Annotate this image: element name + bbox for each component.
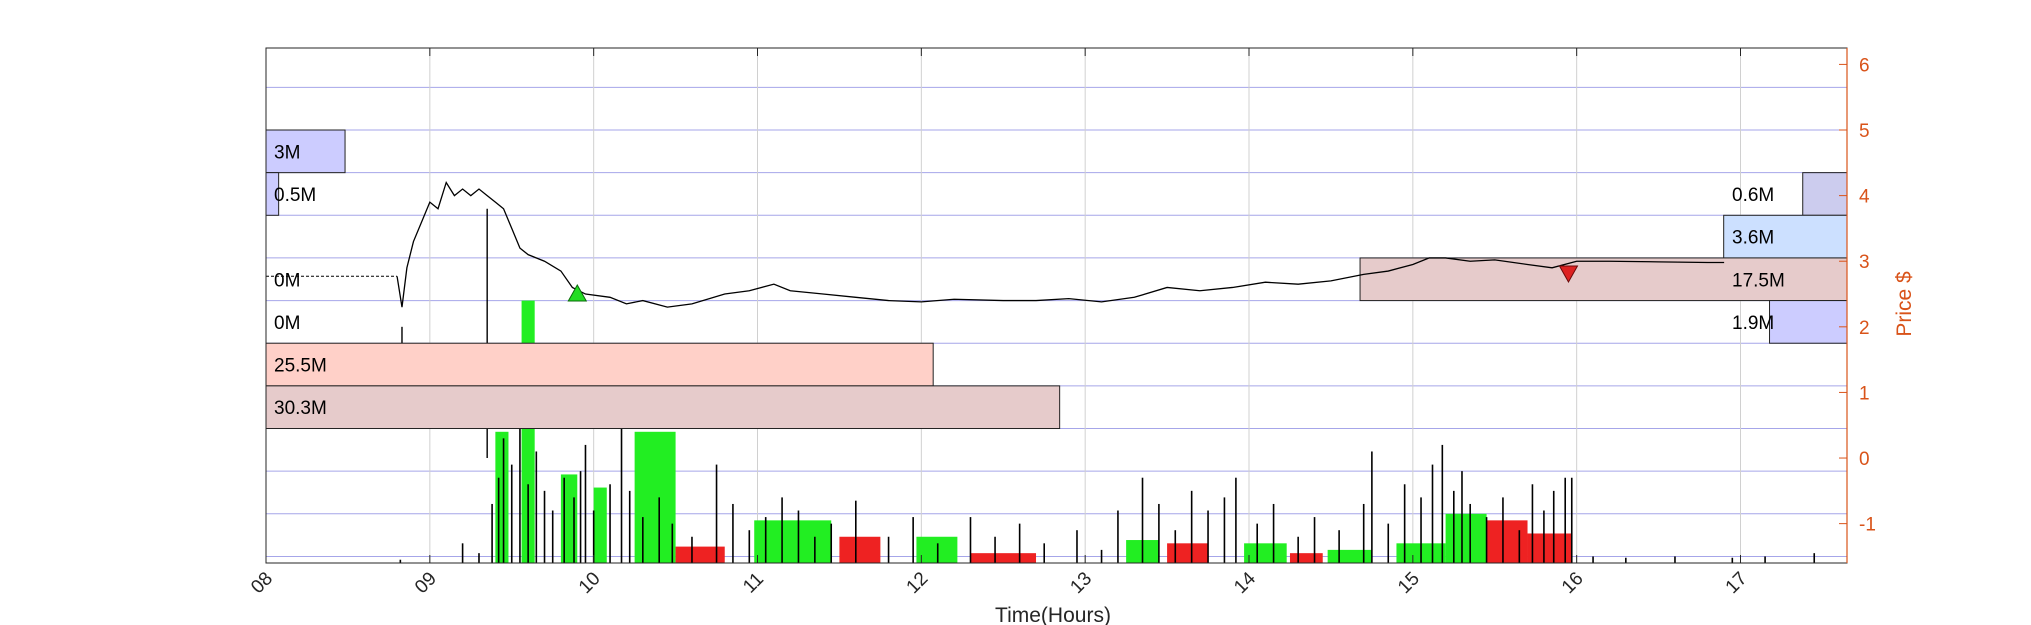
volume-block <box>593 487 607 563</box>
volume-profile-label: 3M <box>274 142 300 163</box>
volume-block <box>839 536 881 563</box>
price-series <box>266 180 1725 308</box>
volume-profile-label: 17.5M <box>1732 270 1785 291</box>
volume-profile-label: 3.6M <box>1732 228 1774 249</box>
x-tick-label: 15 <box>1394 568 1424 598</box>
sell-signal-marker <box>1558 265 1579 284</box>
y-tick-label: 0 <box>1859 449 1870 470</box>
price-line <box>396 180 1725 308</box>
volume-profile-bar <box>265 385 1061 430</box>
volume-profile: 3M 0.5M 0M 0M 25.5M 30.3M 0.6M 3.6M 17.5M 1.9M <box>265 129 1848 430</box>
volume-block <box>1527 533 1572 563</box>
volume-block <box>560 474 578 563</box>
x-tick-label: 09 <box>411 568 441 598</box>
volume-block <box>1167 543 1209 563</box>
x-tick-label: 08 <box>247 568 277 598</box>
volume-profile-label: 25.5M <box>274 356 327 377</box>
volume-profile-label: 0.5M <box>274 185 316 206</box>
y-tick-label: 1 <box>1859 383 1870 404</box>
volume-profile-label: 1.9M <box>1732 313 1774 334</box>
volume-profile-bar <box>1769 300 1848 344</box>
volume-blocks <box>495 300 1572 563</box>
volume-block <box>1445 513 1487 563</box>
y-tick-label: 4 <box>1859 187 1870 208</box>
volume-block <box>754 520 832 563</box>
y-tick-label: 5 <box>1859 121 1870 142</box>
volume-profile-bar <box>1723 214 1848 259</box>
volume-profile-bar <box>265 129 346 174</box>
x-tick-label: 17 <box>1722 568 1752 598</box>
x-tick-label: 13 <box>1066 568 1096 598</box>
volume-profile-label: 30.3M <box>274 398 327 419</box>
volume-profile-label: 0.6M <box>1732 185 1774 206</box>
x-tick-label: 16 <box>1558 568 1588 598</box>
x-tick-label: 11 <box>739 569 768 598</box>
x-tick-label: 14 <box>1230 568 1260 598</box>
buy-signal-marker <box>567 283 588 302</box>
volume-profile-bar <box>265 342 934 387</box>
volume-profile-label: 0M <box>274 313 300 334</box>
y-tick-label: 6 <box>1859 55 1870 76</box>
x-axis-title: Time(Hours) <box>995 604 1111 625</box>
volume-block <box>916 536 958 563</box>
volume-block <box>1486 520 1528 563</box>
volume-spikes <box>399 208 1816 563</box>
volume-block <box>1289 553 1323 563</box>
volume-profile-bar <box>1802 172 1848 216</box>
y-tick-label: 2 <box>1859 318 1870 339</box>
volume-block <box>1244 543 1287 563</box>
x-tick-label: 12 <box>903 568 933 598</box>
y-axis-title: Price $ <box>1893 271 1916 337</box>
volume-block <box>675 546 725 563</box>
x-tick-label: 10 <box>575 568 605 598</box>
volume-profile-label: 0M <box>274 270 300 291</box>
y-tick-label: 3 <box>1859 252 1870 273</box>
volume-block <box>634 431 676 563</box>
y-tick-label: -1 <box>1859 515 1876 536</box>
volume-block <box>1327 549 1372 563</box>
volume-block <box>495 431 509 563</box>
volume-block <box>970 553 1037 563</box>
